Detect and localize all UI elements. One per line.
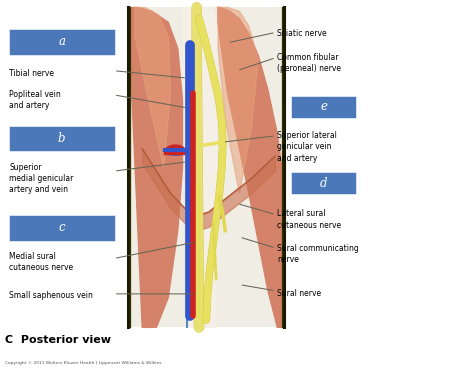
Text: Small saphenous vein: Small saphenous vein <box>9 291 93 300</box>
Text: Lateral sural
cutaneous nerve: Lateral sural cutaneous nerve <box>277 209 341 230</box>
Text: b: b <box>58 132 65 145</box>
Text: c: c <box>58 221 65 234</box>
Text: a: a <box>58 35 65 48</box>
Polygon shape <box>165 152 186 155</box>
Text: C  Posterior view: C Posterior view <box>5 335 111 345</box>
Text: Common fibular
(peroneal) nerve: Common fibular (peroneal) nerve <box>277 53 341 73</box>
Text: e: e <box>320 100 327 113</box>
Polygon shape <box>128 7 182 327</box>
Text: Popliteal vein
and artery: Popliteal vein and artery <box>9 90 61 110</box>
Text: Superior
medial genicular
artery and vein: Superior medial genicular artery and vei… <box>9 163 74 194</box>
Text: d: d <box>320 177 327 190</box>
Polygon shape <box>218 7 258 193</box>
Text: Sural communicating
nerve: Sural communicating nerve <box>277 244 359 264</box>
Text: Tibial nerve: Tibial nerve <box>9 69 55 78</box>
Polygon shape <box>135 7 171 167</box>
Polygon shape <box>165 145 186 152</box>
Text: Sciatic nerve: Sciatic nerve <box>277 29 327 38</box>
Text: Copyright © 2011 Wolters Kluwer Health | Lippincott Williams & Wilkins: Copyright © 2011 Wolters Kluwer Health |… <box>5 361 161 365</box>
Text: Superior lateral
genicular vein
and artery: Superior lateral genicular vein and arte… <box>277 131 337 163</box>
FancyBboxPatch shape <box>9 215 115 241</box>
FancyBboxPatch shape <box>9 126 115 151</box>
Text: Sural nerve: Sural nerve <box>277 289 321 298</box>
FancyBboxPatch shape <box>9 29 115 55</box>
Bar <box>128 7 284 327</box>
Polygon shape <box>216 7 284 327</box>
Text: Medial sural
cutaneous nerve: Medial sural cutaneous nerve <box>9 252 73 272</box>
FancyBboxPatch shape <box>291 172 356 194</box>
Polygon shape <box>182 7 216 327</box>
FancyBboxPatch shape <box>291 96 356 118</box>
